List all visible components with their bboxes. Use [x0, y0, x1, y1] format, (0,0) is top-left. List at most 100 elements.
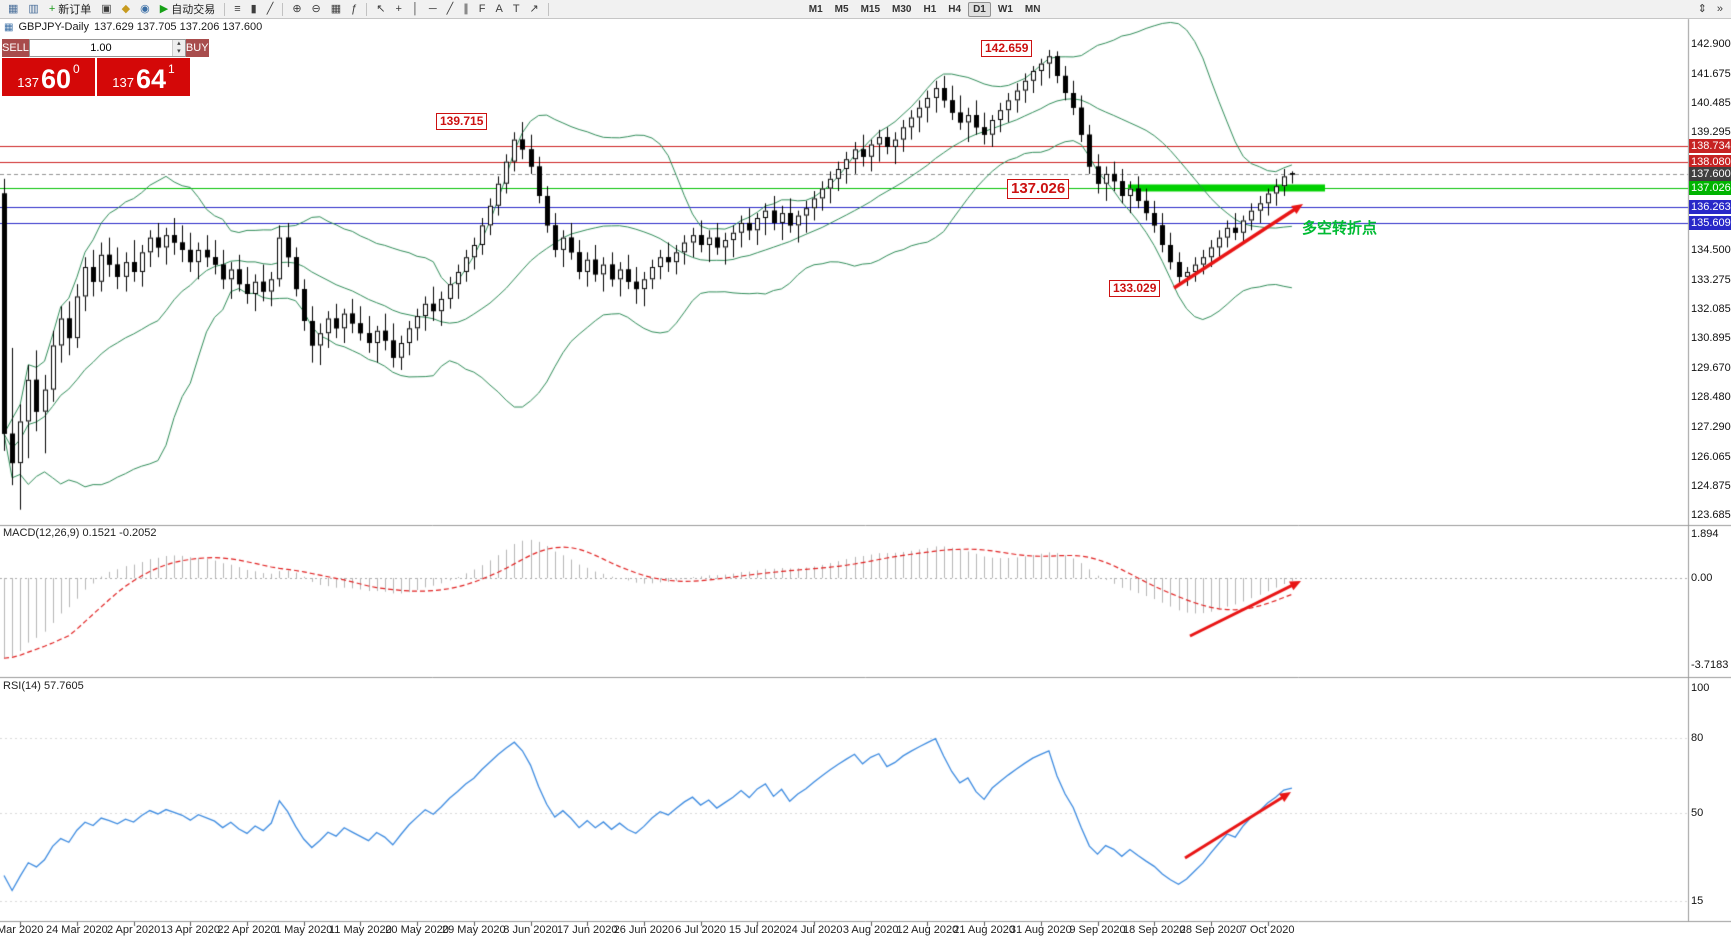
line-chart-button[interactable]: ╱: [263, 1, 278, 18]
timeframe-h4-button[interactable]: H4: [948, 3, 962, 15]
date-axis-label: 1 May 2020: [274, 924, 333, 936]
timeframe-d1-button[interactable]: D1: [968, 1, 991, 17]
date-axis-label: 9 Sep 2020: [1069, 924, 1126, 936]
scroll-buttons-icon: ⇕: [1697, 2, 1707, 15]
timeframe-h1-button[interactable]: H1: [923, 3, 937, 15]
timeframe-w1-button[interactable]: W1: [997, 3, 1013, 15]
date-axis-label: 26 Jun 2020: [613, 924, 675, 936]
candles-chart-button[interactable]: ▮: [247, 1, 261, 18]
zoom-in-button[interactable]: ⊕: [288, 1, 305, 18]
price-axis-label: 141.675: [1691, 68, 1731, 81]
arrow-object-button[interactable]: ↗: [526, 1, 543, 18]
rsi-axis-label: 50: [1691, 807, 1704, 819]
timeframe-m5-button[interactable]: M5: [834, 3, 849, 15]
price-axis-label-green: 137.026: [1689, 180, 1731, 195]
date-axis-label: 7 Oct 2020: [1240, 924, 1295, 936]
macd-axis-label: 0.00: [1691, 572, 1713, 584]
horizontal-line-button[interactable]: ─: [425, 1, 441, 18]
news-button[interactable]: ◉: [136, 1, 154, 18]
annotation-low-133029[interactable]: 133.029: [1109, 280, 1161, 297]
volume-input[interactable]: [29, 40, 172, 56]
text-label-button[interactable]: T: [509, 1, 524, 18]
vertical-line-button[interactable]: │: [408, 1, 423, 18]
fibonacci-button[interactable]: F: [475, 1, 490, 18]
line-chart-icon: ╱: [266, 2, 274, 15]
indicators-button[interactable]: ƒ: [347, 1, 361, 18]
price-axis-label: 132.085: [1691, 303, 1731, 316]
tile-windows-icon: ▦: [330, 2, 342, 15]
timeframe-mn-button[interactable]: MN: [1024, 3, 1041, 15]
crosshair-button[interactable]: +: [392, 1, 406, 18]
charts-grid-icon: ▦: [8, 2, 19, 15]
zoom-in-icon: ⊕: [292, 2, 302, 15]
price-axis-label-current: 137.600: [1689, 166, 1731, 181]
macd-indicator-label: MACD(12,26,9) 0.1521 -0.2052: [3, 527, 157, 539]
buy-price-prefix: 137: [112, 75, 134, 90]
price-axis-label: 123.685: [1691, 508, 1731, 521]
date-axis-label: 6 Jul 2020: [675, 924, 726, 936]
cursor-icon: ↖: [376, 2, 386, 15]
channel-button[interactable]: ∥: [459, 1, 473, 18]
annotation-high-142659[interactable]: 142.659: [981, 40, 1033, 57]
history-center-button[interactable]: ◆: [118, 1, 134, 18]
chart-window-title: ▦ GBPJPY-Daily 137.629 137.705 137.206 1…: [4, 21, 262, 33]
charts-grid-button[interactable]: ▦: [4, 1, 22, 18]
trendline-icon: ╱: [446, 2, 454, 15]
price-axis-label: 127.290: [1691, 420, 1731, 433]
date-axis-label: 31 Aug 2020: [1009, 924, 1072, 936]
date-axis-label: 8 Jun 2020: [503, 924, 558, 936]
buy-price-button[interactable]: 137 64 1: [97, 58, 190, 96]
buy-button[interactable]: BUY: [185, 39, 209, 57]
price-axis-label-red: 138.734: [1689, 139, 1731, 154]
annotation-turning-point[interactable]: 多空转折点: [1302, 220, 1378, 237]
new-order-button-label: 新订单: [58, 4, 92, 16]
zoom-out-button[interactable]: ⊖: [308, 1, 325, 18]
sell-price-button[interactable]: 137 60 0: [2, 58, 95, 96]
cursor-button[interactable]: ↖: [372, 1, 389, 18]
volume-increase-button[interactable]: ▴: [172, 40, 185, 48]
text-button[interactable]: A: [491, 1, 506, 18]
rsi-axis-label: 80: [1691, 732, 1704, 744]
text-label-icon: T: [512, 2, 520, 15]
sell-price-prefix: 137: [17, 75, 39, 90]
bars-chart-button[interactable]: ≡: [230, 1, 244, 18]
date-axis-label: 2 Apr 2020: [106, 924, 161, 936]
trendline-button[interactable]: ╱: [443, 1, 458, 18]
profiles-button[interactable]: ▥: [24, 1, 42, 18]
fibonacci-icon: F: [478, 2, 486, 15]
zoom-out-icon: ⊖: [311, 2, 321, 15]
indicators-icon: ƒ: [351, 2, 358, 15]
date-axis-label: 17 Jun 2020: [556, 924, 618, 936]
timeframe-m1-button[interactable]: M1: [808, 3, 823, 15]
annotation-high-139715[interactable]: 139.715: [436, 113, 488, 130]
date-axis-label: 13 Apr 2020: [160, 924, 220, 936]
crosshair-icon: +: [395, 2, 402, 15]
new-order-button[interactable]: + 新订单: [45, 1, 95, 18]
scroll-buttons[interactable]: ⇕: [1694, 1, 1711, 18]
more-tools-button[interactable]: »: [1713, 1, 1727, 18]
channel-icon: ∥: [463, 2, 469, 15]
price-axis-label: 140.485: [1691, 97, 1731, 110]
news-icon: ◉: [140, 2, 150, 15]
timeframe-m30-button[interactable]: M30: [892, 3, 912, 15]
candles-chart-icon: ▮: [250, 2, 257, 15]
date-axis-label: 21 Aug 2020: [953, 924, 1015, 936]
sell-price-big: 60: [40, 64, 72, 94]
main-toolbar: ▦ ▥ + 新订单 ▣ ◆ ◉ ▶ 自动交易 ≡ ▮ ╱ ⊕ ⊖ ▦ ƒ ↖ + │ ─ ╱ ∥ F A T ↗ M1 M5 M15 M3…: [0, 0, 1731, 19]
autotrade-button[interactable]: ▶ 自动交易: [156, 1, 219, 18]
date-axis-label: 28 Sep 2020: [1179, 924, 1243, 936]
volume-decrease-button[interactable]: ▾: [172, 48, 185, 56]
price-axis-label-red: 138.080: [1689, 155, 1731, 170]
annotation-level-137026[interactable]: 137.026: [1007, 179, 1070, 199]
toolbar-right: ⇕»: [1693, 1, 1728, 18]
more-tools-icon: »: [1716, 2, 1723, 15]
timeframe-m15-button[interactable]: M15: [860, 3, 881, 15]
date-axis-label: 3 Aug 2020: [842, 924, 899, 936]
chart-window-icon: ▣: [101, 2, 112, 15]
macd-axis-label: 1.894: [1691, 527, 1719, 540]
tile-windows-button[interactable]: ▦: [327, 1, 345, 18]
chart-window-button[interactable]: ▣: [97, 1, 115, 18]
sell-button[interactable]: SELL: [2, 39, 29, 57]
text-icon: A: [495, 2, 503, 15]
